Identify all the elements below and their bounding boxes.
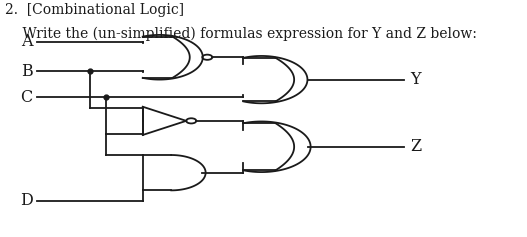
Text: A: A bbox=[21, 33, 33, 50]
Text: Y: Y bbox=[411, 71, 421, 88]
Text: B: B bbox=[21, 63, 33, 80]
Text: 2.  [Combinational Logic]: 2. [Combinational Logic] bbox=[5, 3, 184, 17]
Text: D: D bbox=[20, 192, 33, 210]
Text: C: C bbox=[21, 89, 33, 106]
Text: Z: Z bbox=[411, 138, 422, 155]
Text: Write the (un-simplified) formulas expression for Y and Z below:: Write the (un-simplified) formulas expre… bbox=[5, 27, 477, 41]
